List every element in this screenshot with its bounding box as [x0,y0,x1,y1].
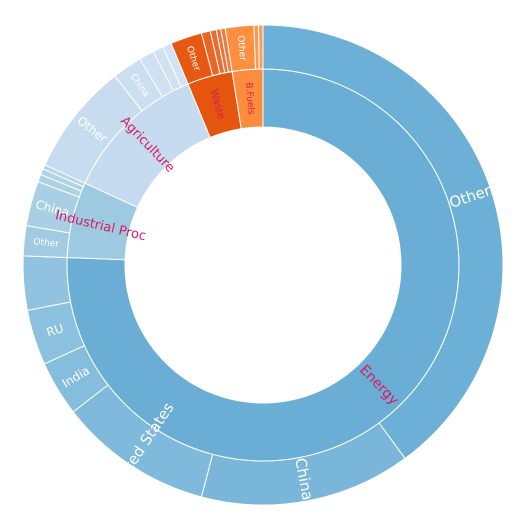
subsegment-label-industrial-proc-other: Other [33,237,60,250]
subsegment-energy-5[interactable] [22,255,72,311]
subsegment-label-b-fuels-other: Other [235,35,247,62]
subsegment-b-fuels-2[interactable] [257,24,264,70]
subsegment-label-energy-ru: RU [45,321,66,340]
sector-label-b-fuels: B.Fuels [243,82,256,115]
subsegment-energy-other[interactable] [262,24,504,460]
